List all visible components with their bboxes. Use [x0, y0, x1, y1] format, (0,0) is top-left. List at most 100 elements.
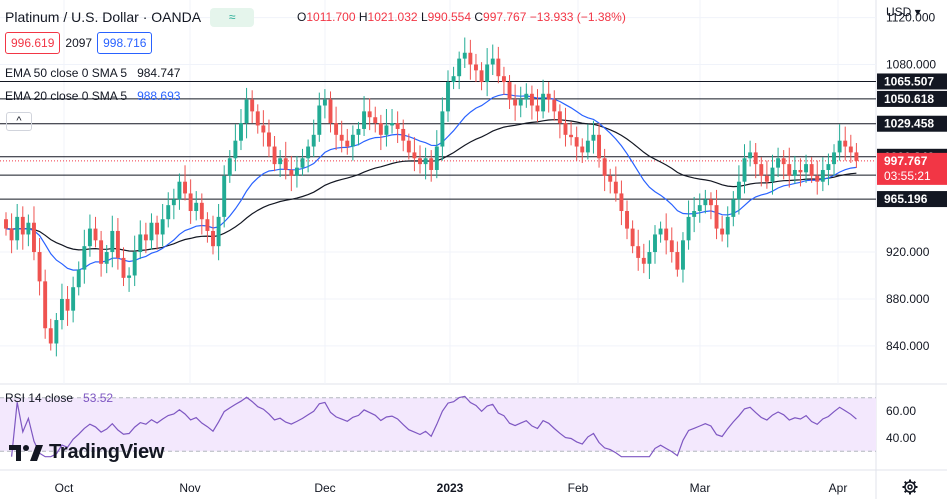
- candle-body: [171, 199, 176, 206]
- candle-body: [294, 167, 299, 176]
- candle-body: [675, 252, 680, 270]
- candle-body: [104, 252, 109, 264]
- candle-body: [183, 181, 187, 194]
- indicator-value: 988.693: [137, 89, 181, 103]
- candle-body: [166, 205, 171, 220]
- level-tag: [877, 73, 947, 90]
- candle-body: [311, 134, 316, 147]
- candle-body: [9, 228, 14, 241]
- candle-body: [776, 158, 781, 168]
- candle-body: [664, 228, 669, 241]
- rsi-legend[interactable]: RSI 14 close 53.52: [5, 391, 113, 405]
- candle-body: [300, 158, 305, 168]
- candle-body: [188, 193, 193, 212]
- rsi-label: RSI 14 close: [5, 391, 74, 405]
- candle-body: [507, 82, 512, 100]
- candle-body: [826, 164, 831, 170]
- candle-body: [367, 111, 372, 118]
- time-tick-label: Feb: [568, 481, 589, 495]
- candle-body: [619, 193, 624, 212]
- candle-body: [608, 175, 613, 182]
- tradingview-logo-icon: [9, 444, 43, 461]
- price-tick-label: 880.000: [886, 292, 930, 306]
- candle-body: [227, 158, 232, 176]
- candle-body: [429, 158, 434, 170]
- candle-body: [59, 298, 64, 321]
- candle-body: [250, 99, 255, 112]
- high-value: 1021.032: [367, 10, 418, 24]
- rsi-path: [11, 395, 857, 458]
- change-value: −13.933 (−1.38%): [529, 10, 626, 24]
- candle-body: [211, 230, 215, 247]
- indicator-label: EMA 20 close 0 SMA 5: [5, 89, 128, 103]
- currency-selector[interactable]: USD ▾: [886, 5, 921, 19]
- collapse-legend-button[interactable]: ^: [6, 112, 32, 131]
- buy-button[interactable]: 998.716: [97, 32, 153, 54]
- candle-body: [720, 228, 725, 235]
- candle-body: [239, 123, 243, 141]
- candle-body: [669, 240, 674, 253]
- candle-body: [753, 152, 758, 165]
- open-label: O: [297, 10, 307, 24]
- candle-body: [306, 146, 311, 159]
- candle-body: [569, 134, 574, 138]
- time-tick-label: Dec: [314, 481, 335, 495]
- candle-body: [216, 216, 221, 247]
- candle-body: [406, 140, 411, 153]
- candle-body: [742, 158, 747, 182]
- buy-sell-panel: 996.619 2097 998.716: [0, 32, 153, 54]
- high-label: H: [358, 10, 368, 24]
- price-tick-label: 1120.000: [886, 11, 935, 25]
- tradingview-logo[interactable]: TradingView: [9, 441, 164, 464]
- candle-body: [32, 222, 36, 253]
- time-tick-label: Nov: [179, 481, 200, 495]
- indicator-ema20[interactable]: EMA 20 close 0 SMA 5 988.693: [5, 89, 180, 103]
- candle-body: [440, 111, 445, 147]
- candle-body: [759, 164, 764, 176]
- level-tag: [877, 115, 947, 132]
- candle-body: [278, 158, 283, 165]
- candle-body: [266, 132, 271, 147]
- candle-body: [222, 175, 227, 217]
- price-axis: 1120.000 1080.000 920.000 880.000 840.000 60.…: [886, 11, 936, 445]
- compare-badge[interactable]: ≈: [210, 8, 255, 27]
- candle-body: [843, 140, 848, 147]
- candle-body: [233, 140, 238, 159]
- candle-body: [37, 252, 42, 282]
- rsi-tick-label: 60.00: [886, 404, 916, 418]
- gear-icon[interactable]: [902, 479, 918, 495]
- candle-body: [65, 298, 70, 311]
- candle-body: [48, 328, 53, 344]
- candle-body: [854, 152, 859, 161]
- candle-body: [781, 158, 786, 165]
- candle-body: [613, 181, 618, 194]
- candle-body: [110, 230, 115, 253]
- candle-body: [71, 287, 76, 311]
- candle-body: [820, 169, 825, 182]
- candle-body: [714, 205, 719, 229]
- candle-body: [356, 128, 361, 135]
- candle-body: [798, 169, 803, 173]
- candle-body: [4, 219, 8, 229]
- candle-body: [574, 137, 579, 147]
- candle-body: [317, 105, 322, 135]
- candle-body: [546, 93, 551, 100]
- candle-body: [384, 125, 389, 135]
- time-tick-label: Oct: [55, 481, 74, 495]
- candle-body: [339, 134, 344, 141]
- symbol-legend[interactable]: Platinum / U.S. Dollar · OANDA ≈: [5, 8, 255, 27]
- candle-body: [149, 222, 154, 241]
- candle-body: [468, 52, 473, 65]
- time-tick-label: Mar: [690, 481, 711, 495]
- candle-body: [557, 111, 562, 124]
- candle-body: [529, 93, 534, 106]
- candle-body: [401, 128, 406, 141]
- candle-body: [837, 140, 842, 153]
- sell-button[interactable]: 996.619: [5, 32, 61, 54]
- ohlc-values: O1011.700 H1021.032 L990.554 C997.767 −1…: [297, 10, 626, 24]
- candle-body: [434, 146, 439, 170]
- candle-body: [127, 275, 132, 278]
- indicator-ema50[interactable]: EMA 50 close 0 SMA 5 984.747: [5, 66, 180, 80]
- candle-body: [54, 320, 59, 344]
